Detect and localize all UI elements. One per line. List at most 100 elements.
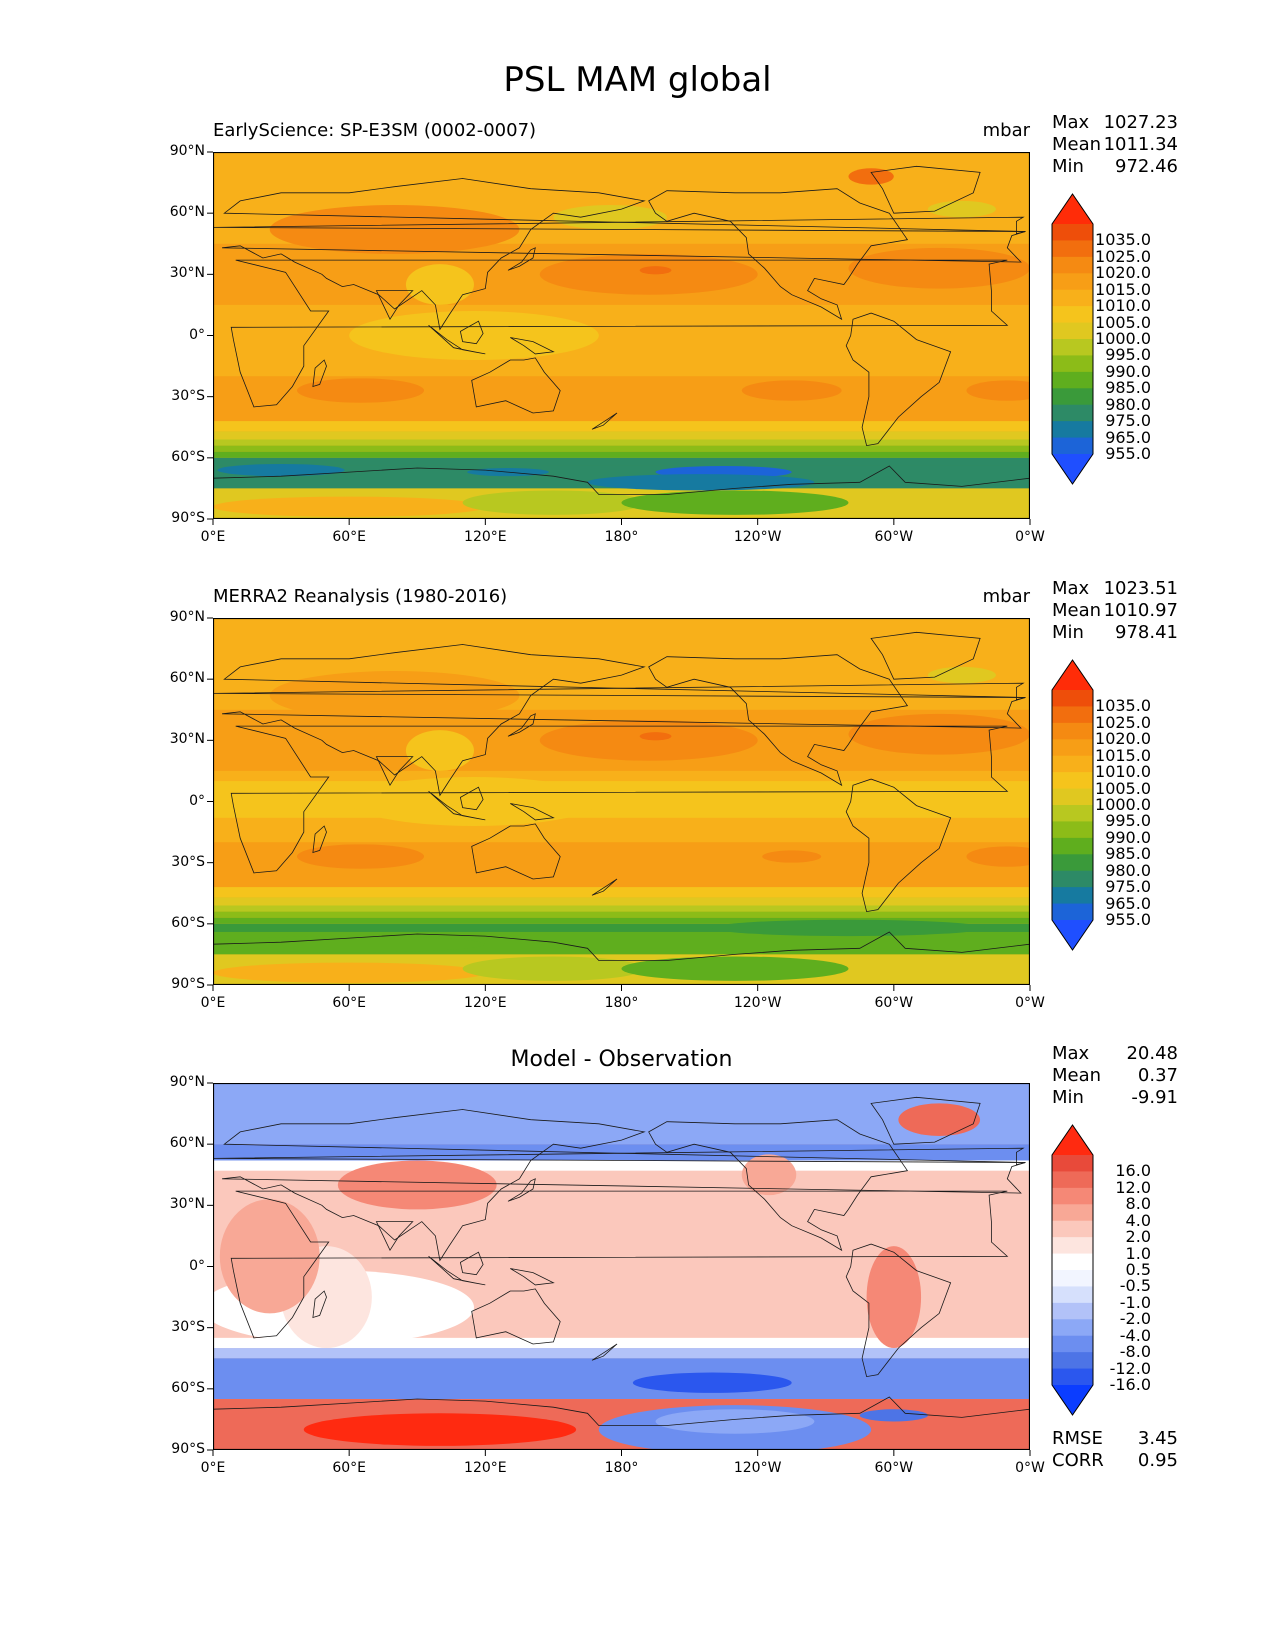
colorbar-segment xyxy=(1052,1253,1093,1271)
colorbar-tick-label: -1.0 xyxy=(1119,1292,1151,1312)
field-antarctic-low xyxy=(621,956,849,981)
colorbar-segment xyxy=(1052,1171,1093,1189)
ytick-label: 60°S xyxy=(171,448,205,465)
coastline-indonesia xyxy=(428,790,486,821)
field-band-1010 xyxy=(213,887,1030,898)
ytick-label: 30°S xyxy=(171,387,205,404)
colorbar-tick-label: 955.0 xyxy=(1105,444,1151,463)
field-southern-ocean-neg xyxy=(213,1358,1030,1400)
colorbar-segment xyxy=(1052,1368,1093,1386)
field-band-1000 xyxy=(213,439,1030,446)
xtick-label: 120°E xyxy=(464,995,507,1011)
coastline-uk xyxy=(213,682,1026,701)
coastline-samerica xyxy=(845,778,952,913)
coastline-africa xyxy=(230,259,1009,408)
stat-value-min: -9.91 xyxy=(1131,1087,1178,1108)
colorbar-tick-label: 990.0 xyxy=(1105,361,1151,381)
field-aleutian-low xyxy=(553,205,667,230)
colorbar-tick-label: 1035.0 xyxy=(1095,230,1151,250)
colorbar-tick-label: 995.0 xyxy=(1105,345,1151,365)
colorbar-tick-label: -0.5 xyxy=(1119,1276,1151,1296)
field xyxy=(213,618,1030,985)
field-antarctic-mid xyxy=(462,490,645,515)
coastline-indonesia xyxy=(428,324,486,355)
colorbar-segment xyxy=(1052,1204,1093,1222)
colorbar-tick-label: 980.0 xyxy=(1105,860,1151,880)
xtick-label: 60°W xyxy=(874,1460,914,1476)
xtick-label: 180° xyxy=(604,529,639,545)
coastline-nz xyxy=(591,1343,618,1361)
map-obs xyxy=(213,618,1030,985)
colorbar-segment xyxy=(1052,706,1093,724)
panel-title-left: MERRA2 Reanalysis (1980-2016) xyxy=(213,586,508,607)
ytick-label: 30°N xyxy=(169,1196,205,1213)
colorbar-diff xyxy=(1051,1124,1094,1416)
coastline-namerica xyxy=(648,188,909,321)
coastline-ng xyxy=(510,803,555,821)
field-high-n-pacific xyxy=(539,719,758,761)
field-low-ross xyxy=(587,474,815,491)
ytick-label: 60°S xyxy=(171,914,205,931)
field-band-1005 xyxy=(213,431,1030,440)
coastline-borneo xyxy=(459,320,484,345)
colorbar-segment xyxy=(1052,322,1093,340)
xtick-label: 60°E xyxy=(332,995,366,1011)
field-aleutian-low xyxy=(553,671,667,696)
stat-label-mean: Mean xyxy=(1052,600,1102,621)
field-icelandic-low xyxy=(927,666,996,684)
colorbar-segment xyxy=(1052,273,1093,291)
coastline-madagascar xyxy=(312,359,327,388)
field-africa-pos xyxy=(219,1199,320,1314)
colorbar-tick-label: 1025.0 xyxy=(1095,712,1151,732)
coastline-india_pen xyxy=(375,1221,414,1252)
coastline-namerica xyxy=(648,654,909,787)
colorbar-extend-max xyxy=(1052,1125,1093,1155)
field-zero-line-n xyxy=(213,1160,1030,1171)
colorbar-segment xyxy=(1052,1302,1093,1320)
colorbar-tick-label: 1020.0 xyxy=(1095,263,1151,283)
field-rockies-pos xyxy=(741,1154,797,1196)
xtick-label: 0°E xyxy=(200,1460,226,1476)
colorbar-tick-label: 8.0 xyxy=(1125,1194,1151,1214)
coastlines xyxy=(213,165,1030,519)
ytick-label: 60°S xyxy=(171,1379,205,1396)
stat-value-corr: 0.95 xyxy=(1137,1450,1178,1471)
field-ross-neg xyxy=(655,1409,815,1434)
colorbar-segment xyxy=(1052,1187,1093,1205)
field xyxy=(213,1083,1030,1450)
coastline-australia xyxy=(471,357,561,414)
stat-value-min: 972.46 xyxy=(1115,156,1178,177)
field-high-se-pacific xyxy=(762,850,822,863)
stat-label-max: Max xyxy=(1052,112,1090,133)
colorbar-tick-label: 995.0 xyxy=(1105,811,1151,831)
colorbar-extend-min xyxy=(1052,1385,1093,1415)
field-maritime-continent xyxy=(349,777,599,826)
stat-label-max: Max xyxy=(1052,1043,1090,1064)
colorbar-outline xyxy=(1051,659,1094,951)
colorbar-segment xyxy=(1052,404,1093,422)
colorbar-outline xyxy=(1051,1124,1094,1416)
colorbar-tick-label: -12.0 xyxy=(1109,1358,1151,1378)
field-band-1000 xyxy=(213,905,1030,912)
xtick-label: 60°W xyxy=(874,995,914,1011)
colorbar-tick-label: 965.0 xyxy=(1105,427,1151,447)
colorbar-tick-label: 1025.0 xyxy=(1095,246,1151,266)
colorbar-tick-label: 1010.0 xyxy=(1095,762,1151,782)
colorbar-outline xyxy=(1051,193,1094,485)
stat-label-max: Max xyxy=(1052,578,1090,599)
field-high-siberia xyxy=(269,671,520,720)
field-high-s-atlantic xyxy=(966,380,1030,401)
field-neg-pacific xyxy=(632,1372,792,1393)
coastline-nz xyxy=(591,412,618,430)
field-band-1010 xyxy=(213,421,1030,432)
ytick-label: 30°S xyxy=(171,1318,205,1335)
coastline-samerica xyxy=(845,1243,952,1378)
ytick-label: 90°N xyxy=(169,609,205,625)
coastline-namerica xyxy=(648,1119,909,1252)
field-low-indian xyxy=(213,936,486,953)
field-antarctic-high-1 xyxy=(213,962,486,983)
colorbar-segment xyxy=(1052,371,1093,389)
field-high-siberia xyxy=(269,205,520,254)
field-zero-line-s xyxy=(213,1337,1030,1349)
coastline-europe_asia xyxy=(222,644,1026,797)
